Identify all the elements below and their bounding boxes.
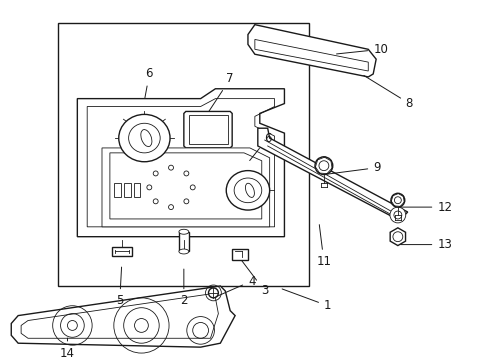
Polygon shape	[232, 248, 247, 260]
Bar	[123, 184, 130, 197]
Ellipse shape	[179, 249, 188, 254]
Circle shape	[390, 193, 404, 207]
Text: 6: 6	[249, 131, 271, 161]
Text: 8: 8	[363, 76, 412, 110]
Text: 2: 2	[180, 269, 187, 307]
Text: 10: 10	[336, 43, 387, 56]
Text: 9: 9	[326, 161, 380, 174]
Ellipse shape	[179, 229, 188, 234]
Text: 4: 4	[216, 275, 255, 297]
Polygon shape	[112, 247, 131, 256]
Circle shape	[314, 157, 332, 175]
Text: 3: 3	[241, 261, 268, 297]
Circle shape	[208, 288, 218, 298]
Bar	[114, 184, 121, 197]
Bar	[133, 184, 140, 197]
Polygon shape	[11, 286, 235, 347]
Text: 1: 1	[282, 289, 331, 312]
Text: 14: 14	[60, 338, 75, 360]
Ellipse shape	[119, 114, 170, 162]
Text: 7: 7	[208, 72, 233, 111]
Polygon shape	[179, 232, 188, 252]
Polygon shape	[257, 128, 407, 222]
Polygon shape	[389, 228, 405, 246]
Polygon shape	[77, 89, 284, 237]
Text: 6: 6	[144, 67, 153, 98]
Text: 11: 11	[316, 225, 331, 268]
Text: 5: 5	[116, 267, 123, 307]
Polygon shape	[183, 112, 232, 148]
Polygon shape	[102, 148, 269, 227]
Polygon shape	[247, 24, 375, 77]
Ellipse shape	[226, 171, 269, 210]
Text: 12: 12	[400, 201, 451, 213]
Circle shape	[389, 207, 405, 223]
Text: 13: 13	[400, 238, 451, 251]
Bar	[58, 23, 308, 286]
